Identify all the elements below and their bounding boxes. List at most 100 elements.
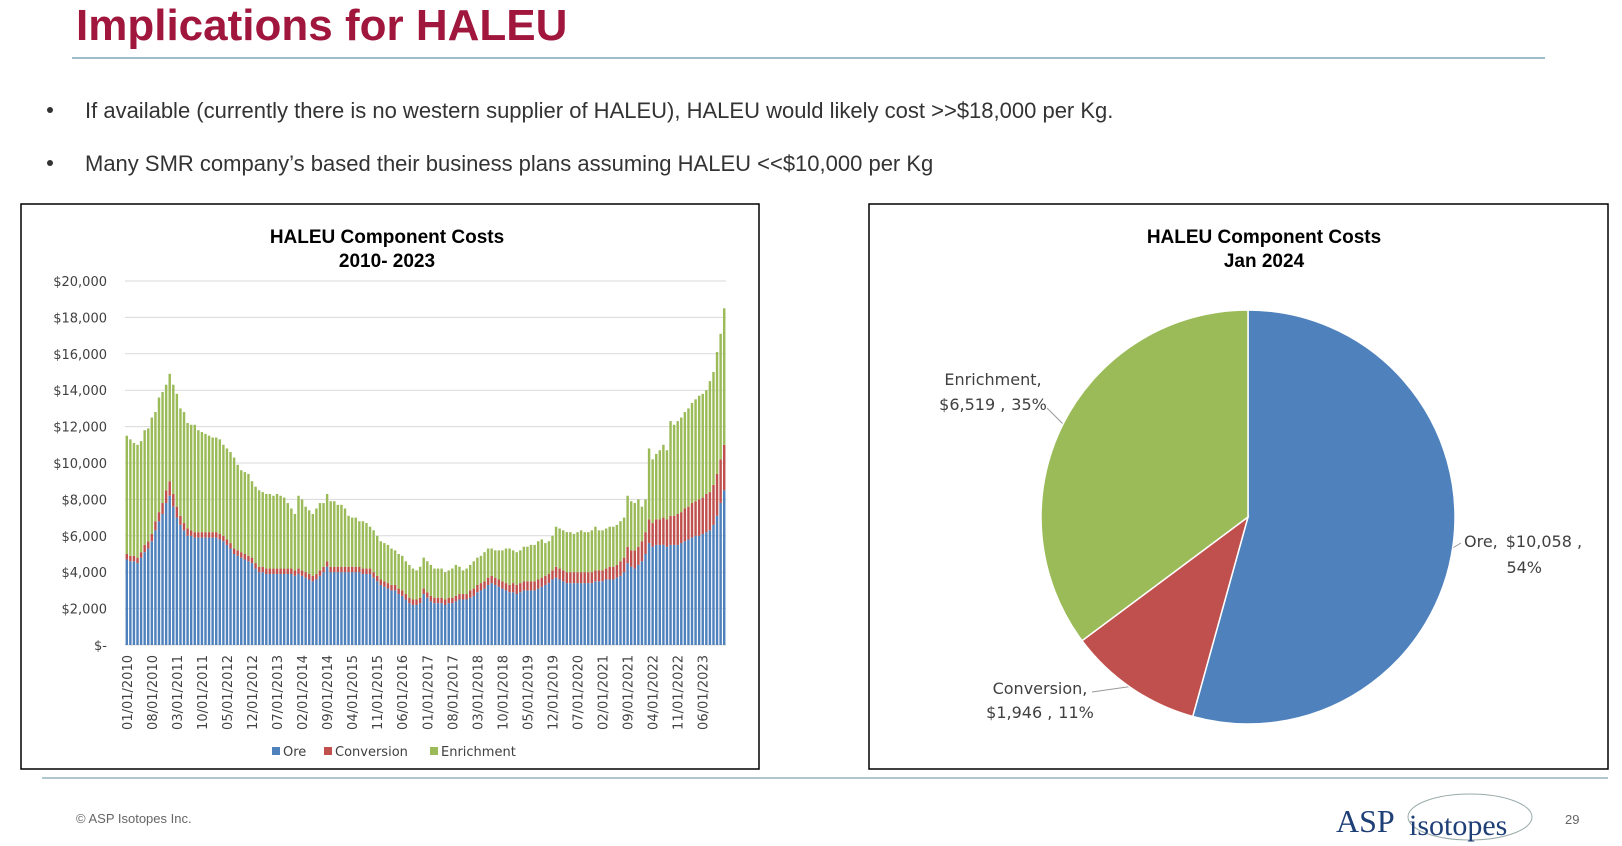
y-tick-label: $10,000 — [53, 457, 107, 472]
bar-segment — [451, 568, 454, 598]
bar-segment — [508, 592, 511, 645]
bar-segment — [683, 508, 687, 542]
bar-segment — [465, 568, 468, 595]
bar-segment — [418, 597, 422, 604]
bar-segment — [329, 501, 332, 567]
x-tick-label: 05/01/2012 — [221, 655, 236, 730]
data-label-category: Ore, — [1464, 532, 1498, 551]
bar-segment — [472, 561, 476, 589]
bar-segment — [365, 574, 368, 645]
bar-segment — [604, 528, 608, 569]
bar-segment — [694, 399, 697, 502]
bar-segment — [375, 581, 379, 645]
bar-segment — [486, 577, 490, 585]
bar-segment — [318, 570, 322, 576]
bar-segment — [511, 550, 515, 584]
x-tick-label: 04/01/2022 — [647, 655, 662, 730]
bar-segment — [179, 515, 182, 525]
y-tick-label: $6,000 — [62, 530, 108, 545]
bar-segment — [619, 521, 622, 562]
bar-segment — [229, 452, 232, 544]
y-tick-label: $20,000 — [53, 275, 107, 290]
bar-segment — [232, 457, 236, 549]
bar-segment — [225, 539, 229, 545]
bar-segment — [282, 574, 286, 645]
bar-segment — [172, 493, 175, 507]
bar-segment — [279, 574, 282, 645]
data-label-value: $1,946 , — [986, 703, 1052, 722]
bar-segment — [504, 548, 508, 584]
bar-segment — [658, 450, 662, 520]
bar-segment — [236, 555, 239, 645]
bar-segment — [139, 557, 143, 645]
bar-segment — [182, 530, 186, 645]
bar-segment — [533, 590, 536, 645]
x-tick-label: 04/01/2015 — [346, 655, 361, 730]
bar-segment — [494, 577, 497, 585]
pie-slice — [1080, 515, 1250, 718]
bar-segment — [637, 564, 640, 645]
bar-segment — [261, 492, 264, 567]
bar-segment — [329, 572, 332, 645]
bar-segment — [640, 541, 644, 562]
bar-segment — [415, 570, 418, 600]
bar-segment — [297, 568, 300, 575]
data-label: Conversion, — [993, 679, 1088, 698]
bar-segment — [433, 603, 436, 645]
bar-segment — [404, 599, 408, 645]
bar-segment — [665, 546, 669, 645]
bar-segment — [207, 532, 211, 538]
bar-segment — [526, 590, 529, 645]
x-tick-label: 12/01/2019 — [546, 655, 561, 730]
bar-segment — [479, 583, 483, 591]
bar-segment — [207, 435, 211, 533]
bar-segment — [658, 519, 662, 545]
bar-segment — [200, 432, 204, 533]
bar-segment — [154, 412, 157, 522]
bar-segment — [179, 408, 182, 516]
bar-segment — [479, 555, 483, 584]
bar-segment — [608, 526, 611, 567]
bar-segment — [229, 548, 232, 645]
bar-segment — [601, 570, 604, 582]
bar-segment — [279, 568, 282, 575]
bar-segment — [558, 528, 561, 569]
bar-segment — [615, 564, 619, 578]
bar-segment — [454, 564, 458, 596]
bar-segment — [125, 554, 129, 560]
bar-segment — [218, 439, 222, 534]
x-tick-label: 10/01/2018 — [496, 655, 511, 730]
bar-segment — [350, 572, 354, 645]
bar-segment — [415, 604, 418, 645]
bar-segment — [637, 499, 640, 547]
bar-segment — [447, 603, 450, 645]
bar-segment — [143, 544, 146, 553]
bar-segment — [529, 581, 533, 591]
bar-segment — [372, 577, 375, 645]
bar-segment — [619, 575, 622, 645]
bar-segment — [297, 495, 300, 569]
bar-segment — [551, 579, 554, 645]
bar-segment — [701, 497, 704, 534]
bar-segment — [393, 590, 397, 645]
bar-segment — [225, 448, 229, 540]
bar-segment — [644, 499, 647, 533]
bar-segment — [358, 566, 361, 573]
bar-segment — [211, 532, 214, 538]
x-tick-label: 09/01/2014 — [321, 655, 336, 730]
bar-segment — [429, 595, 433, 602]
bar-segment — [265, 493, 268, 569]
bar-segment — [501, 550, 504, 582]
bar-segment — [290, 574, 293, 645]
bar-segment — [476, 584, 479, 593]
bar-segment — [282, 497, 286, 569]
bar-segment — [461, 599, 465, 645]
bar-segment — [615, 577, 619, 645]
bar-segment — [680, 512, 683, 544]
bar-segment — [497, 586, 501, 645]
bar-segment — [469, 564, 472, 591]
bar-segment — [608, 566, 611, 580]
bar-segment — [583, 572, 586, 584]
bar-segment — [511, 583, 515, 593]
x-tick-label: 08/01/2010 — [146, 655, 161, 730]
